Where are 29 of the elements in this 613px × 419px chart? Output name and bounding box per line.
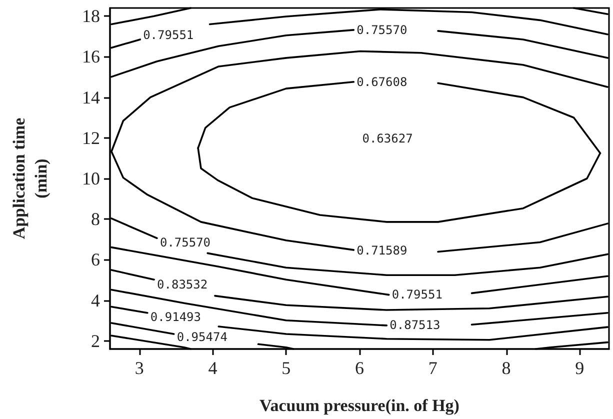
y-tick-label: 18 (82, 6, 100, 26)
y-axis-title: Application time (min) (10, 117, 50, 240)
series-label: 0.91493 (150, 310, 202, 324)
annotation: 0.63627 (362, 132, 413, 146)
series-label: 0.79551 (143, 28, 194, 42)
y-tick-label: 6 (91, 250, 100, 270)
x-tick-label: 5 (282, 358, 291, 378)
series-label: 0.71589 (356, 243, 408, 258)
y-tick-label: 16 (82, 46, 100, 67)
series-label: 0.87513 (390, 318, 440, 332)
x-tick-label: 3 (134, 358, 144, 378)
x-tick-label: 7 (428, 358, 438, 378)
x-axis-title: Vacuum pressure(in. of Hg) (260, 396, 460, 415)
y-tick-label: 12 (82, 128, 100, 148)
series-label: 0.67608 (356, 75, 408, 90)
y-tick-label: 2 (91, 330, 100, 351)
series-label: 0.83532 (157, 277, 208, 292)
y-tick-label: 14 (82, 87, 100, 108)
series-label: 0.95474 (176, 330, 228, 344)
x-tick-label: 9 (575, 358, 584, 378)
y-tick-label: 8 (91, 209, 100, 230)
y-tick-label: 10 (82, 168, 100, 188)
x-tick-label: 6 (355, 358, 364, 378)
series-label: 0.75570 (160, 236, 211, 250)
x-tick-label: 4 (208, 358, 218, 378)
y-tick-label: 4 (91, 290, 100, 310)
series-label: 0.79551 (392, 287, 442, 302)
series-label: 0.75570 (356, 23, 408, 38)
x-tick-label: 8 (502, 358, 511, 378)
